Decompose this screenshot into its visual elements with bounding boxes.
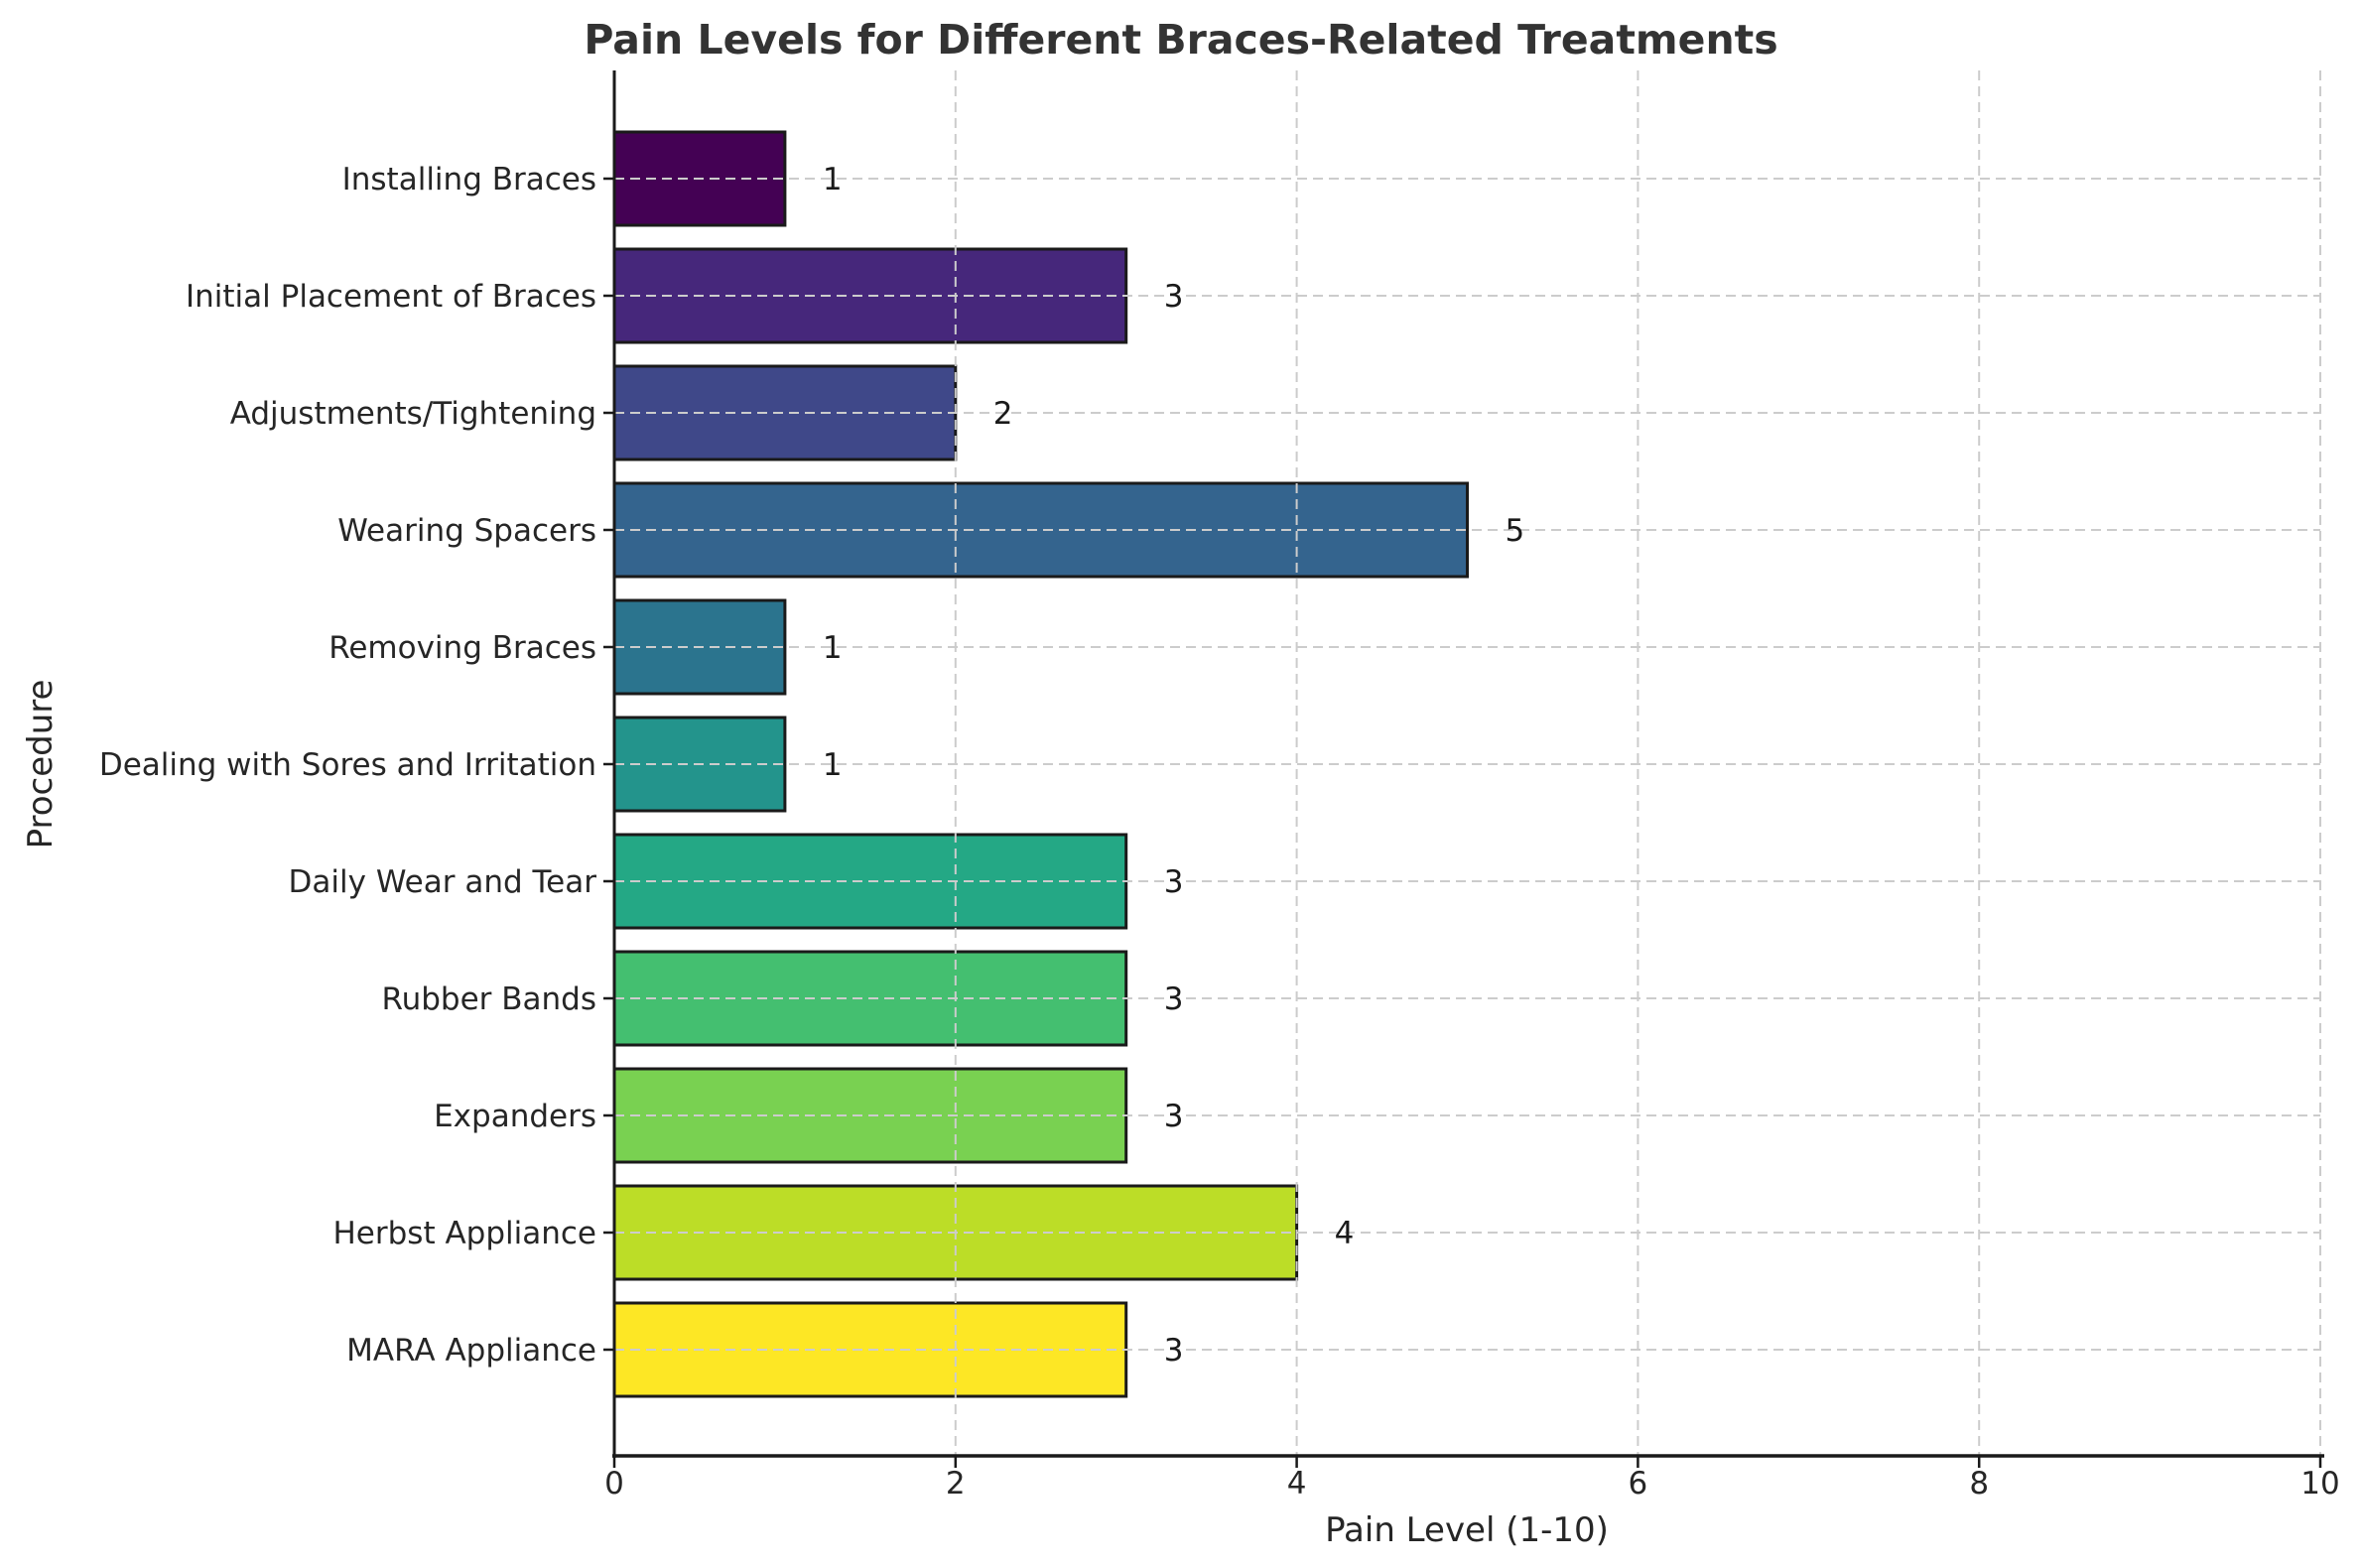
value-label: 1 xyxy=(823,747,843,783)
x-axis-label: Pain Level (1-10) xyxy=(1325,1510,1609,1550)
x-tick-label: 2 xyxy=(946,1466,966,1502)
category-label: Initial Placement of Braces xyxy=(186,279,596,315)
chart-title: Pain Levels for Different Braces-Related… xyxy=(584,16,1777,64)
category-label: Installing Braces xyxy=(342,162,596,197)
tick-layer xyxy=(603,177,2322,1468)
category-label: Dealing with Sores and Irritation xyxy=(99,747,596,783)
category-label: Removing Braces xyxy=(328,630,596,666)
category-label: Daily Wear and Tear xyxy=(289,864,597,900)
value-label: 1 xyxy=(823,162,843,197)
x-tick-label: 0 xyxy=(604,1466,624,1502)
value-label: 1 xyxy=(823,630,843,666)
y-axis-label: Procedure xyxy=(21,680,61,849)
category-label: MARA Appliance xyxy=(346,1333,596,1369)
category-label: Wearing Spacers xyxy=(337,513,596,549)
value-label: 4 xyxy=(1335,1216,1355,1251)
x-tick-label: 10 xyxy=(2300,1466,2339,1502)
x-tick-label: 4 xyxy=(1287,1466,1307,1502)
category-label: Herbst Appliance xyxy=(332,1216,596,1251)
category-label: Rubber Bands xyxy=(381,981,596,1017)
value-label: 3 xyxy=(1164,981,1184,1017)
grid-layer xyxy=(614,70,2321,1456)
value-label: 3 xyxy=(1164,1099,1184,1134)
x-tick-label: 8 xyxy=(1969,1466,1989,1502)
value-label: 3 xyxy=(1164,864,1184,900)
value-label: 3 xyxy=(1164,279,1184,315)
category-label: Expanders xyxy=(434,1099,596,1134)
category-label: Adjustments/Tightening xyxy=(230,396,596,432)
x-tick-label: 6 xyxy=(1629,1466,1648,1502)
value-label: 5 xyxy=(1506,513,1525,549)
value-label: 2 xyxy=(993,396,1013,432)
bar xyxy=(612,481,1469,579)
label-layer: Installing Braces 1 Initial Placement of B… xyxy=(99,162,2340,1502)
value-label: 3 xyxy=(1164,1333,1184,1369)
